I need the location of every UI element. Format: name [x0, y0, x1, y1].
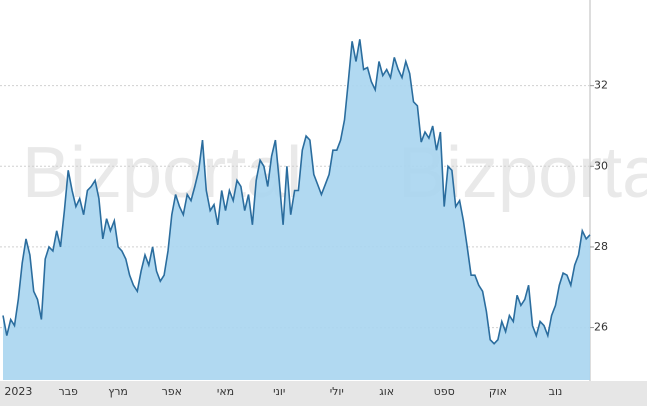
x-tick-label: מאי	[217, 385, 234, 398]
x-tick-label: מרץ	[108, 385, 128, 398]
x-tick-label: אוק	[489, 385, 507, 398]
x-tick-label: אוג	[379, 385, 394, 398]
x-tick-label: אפר	[162, 385, 182, 398]
area	[3, 39, 590, 381]
y-tick-label: 28	[594, 240, 608, 253]
y-tick-label: 26	[594, 321, 608, 334]
x-axis-strip	[0, 381, 647, 406]
line	[2, 39, 591, 345]
x-tick-label: ספט	[434, 385, 455, 398]
x-tick-label: פבר	[58, 385, 78, 398]
x-tick-label: 2023	[4, 385, 32, 398]
x-tick-label: יולי	[330, 385, 344, 398]
y-tick-label: 32	[594, 79, 608, 92]
x-tick-label: יוני	[273, 385, 285, 398]
x-tick-label: נוב	[549, 385, 563, 398]
y-tick-label: 30	[594, 159, 608, 172]
